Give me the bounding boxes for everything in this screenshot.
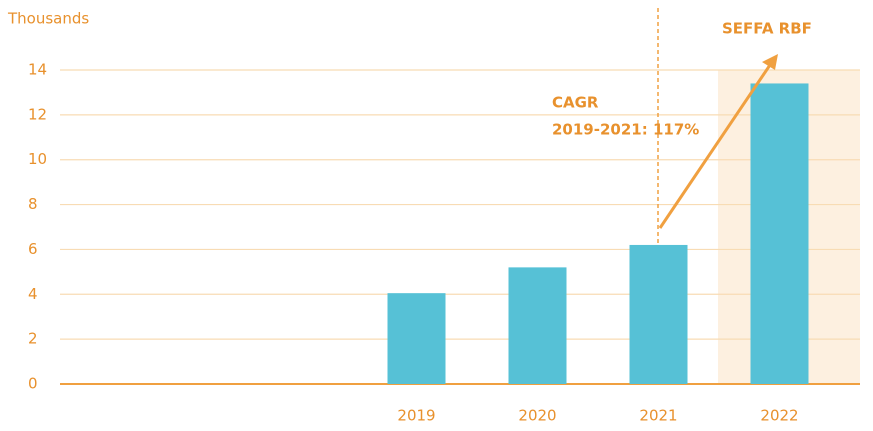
marks bbox=[387, 83, 809, 384]
x-tick-label: 2019 bbox=[397, 407, 435, 425]
y-tick-label: 14 bbox=[28, 61, 47, 79]
bar bbox=[508, 267, 567, 384]
y-tick-label: 0 bbox=[28, 375, 38, 393]
bar bbox=[629, 244, 688, 384]
y-tick-label: 12 bbox=[28, 105, 47, 123]
cagr-title: CAGR bbox=[552, 94, 599, 112]
y-axis-label: Thousands bbox=[7, 10, 89, 28]
arrow bbox=[658, 61, 774, 229]
arrow-head bbox=[762, 54, 778, 70]
cagr-text: 2019-2021: 117% bbox=[552, 121, 699, 139]
y-tick-label: 2 bbox=[28, 330, 38, 348]
y-tick-label: 4 bbox=[28, 285, 38, 303]
y-tick-label: 8 bbox=[28, 195, 38, 213]
x-tick-label: 2020 bbox=[518, 407, 556, 425]
highlight-label: SEFFA RBF bbox=[722, 20, 812, 38]
x-tick-label: 2021 bbox=[639, 407, 677, 425]
y-tick-label: 10 bbox=[28, 150, 47, 168]
x-tick-label: 2022 bbox=[760, 407, 798, 425]
grid bbox=[60, 69, 860, 385]
bar bbox=[750, 83, 809, 384]
bar bbox=[387, 293, 446, 384]
y-tick-label: 6 bbox=[28, 240, 38, 258]
